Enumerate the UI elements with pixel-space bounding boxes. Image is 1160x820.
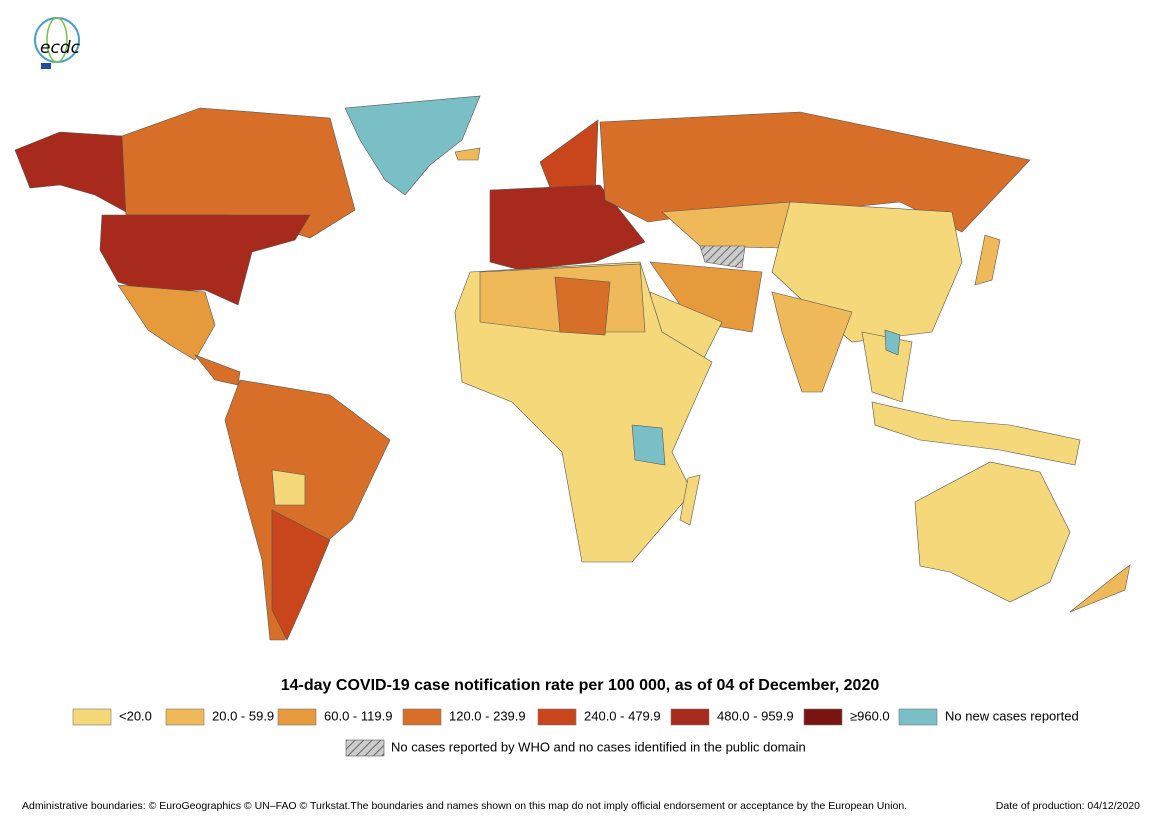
australia: [914, 461, 1071, 603]
alaska: [14, 131, 127, 213]
credits: Administrative boundaries: © EuroGeograp…: [22, 800, 907, 812]
libya: [554, 276, 611, 336]
legend-label: 480.0 - 959.9: [717, 708, 794, 723]
central-america: [194, 354, 241, 386]
legend-swatch: [402, 708, 442, 726]
iceland: [454, 147, 481, 161]
japan: [974, 234, 1001, 286]
greenland: [344, 95, 481, 196]
legend-swatch: [803, 708, 843, 726]
logo-text: ecdc: [40, 38, 81, 58]
legend-label: 60.0 - 119.9: [324, 708, 392, 723]
argentina: [271, 509, 331, 641]
hatched-swatch: [345, 739, 385, 757]
europe: [489, 184, 646, 271]
new-zealand: [1069, 564, 1131, 613]
india: [771, 291, 853, 393]
bolivia: [271, 469, 306, 506]
production-date: Date of production: 04/12/2020: [996, 800, 1140, 812]
legend-swatch: [277, 708, 317, 726]
middle-east: [649, 261, 763, 333]
legend-label: 240.0 - 479.9: [584, 708, 661, 723]
laos: [884, 329, 901, 356]
legend-label: 20.0 - 59.9: [212, 708, 274, 723]
map-title: 14-day COVID-19 case notification rate p…: [281, 677, 880, 694]
legend-swatch: [537, 708, 577, 726]
africa: [454, 261, 713, 563]
legend-swatch: [898, 708, 938, 726]
legend-swatch: [670, 708, 710, 726]
indonesia: [871, 401, 1081, 466]
legend-label: 120.0 - 239.9: [449, 708, 526, 723]
legend-label: ≥960.0: [850, 708, 890, 723]
mexico: [117, 284, 216, 361]
south-america: [224, 379, 391, 641]
legend: <20.0 20.0 - 59.9 60.0 - 119.9 120.0 - 239.…: [72, 708, 1079, 726]
hatched-label: No cases reported by WHO and no cases id…: [391, 739, 806, 754]
legend-swatch: [72, 708, 112, 726]
legend-swatch: [165, 708, 205, 726]
legend-label: No new cases reported: [945, 708, 1079, 723]
logo: ecdc: [34, 17, 81, 69]
madagascar: [679, 474, 701, 526]
usa: [99, 214, 311, 306]
tanzania: [631, 424, 666, 466]
turkmenistan: [699, 245, 746, 269]
hatched-legend: No cases reported by WHO and no cases id…: [345, 739, 806, 757]
world-map: [14, 95, 1131, 641]
legend-label: <20.0: [119, 708, 152, 723]
